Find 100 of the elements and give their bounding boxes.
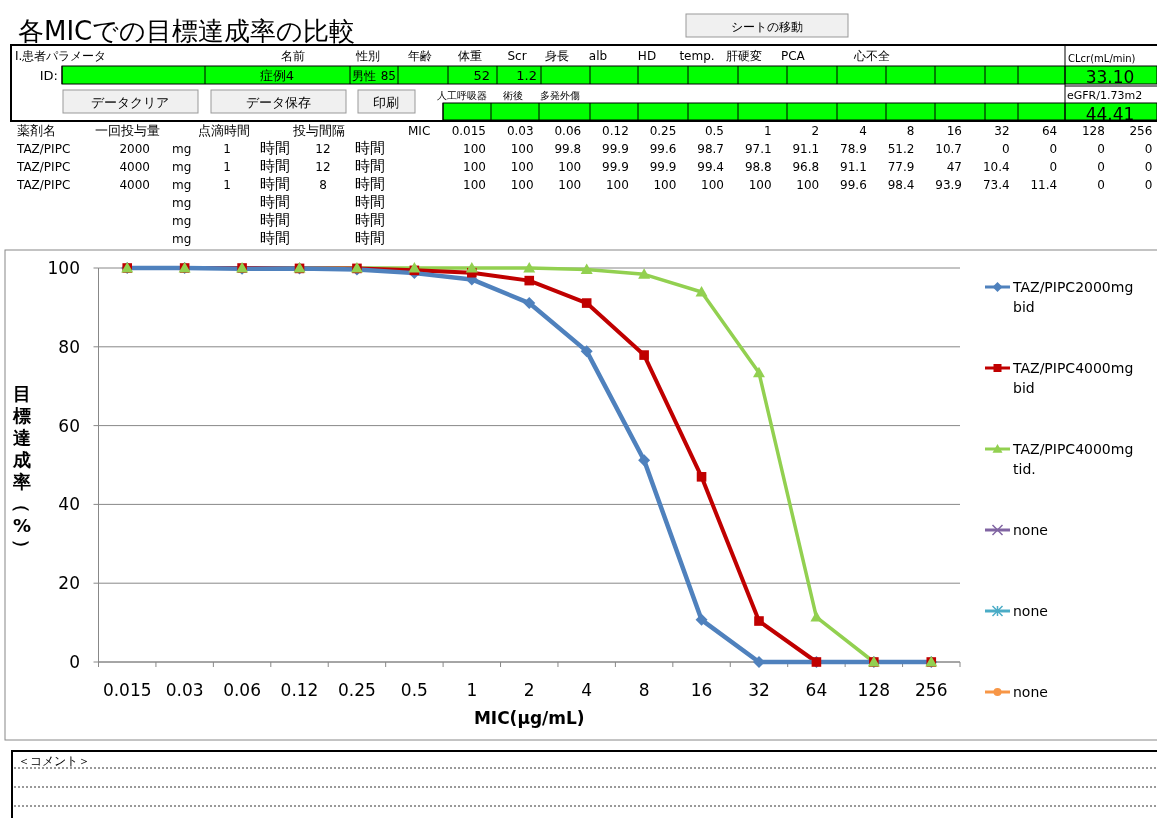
text: 時間: [260, 175, 290, 193]
text: 85: [380, 69, 396, 83]
text: 4000: [119, 160, 150, 174]
text: 100: [748, 178, 772, 192]
text: 0: [1097, 160, 1105, 174]
text: 1: [223, 178, 231, 192]
text: 0.03: [506, 124, 534, 138]
text: 33.10: [1085, 67, 1135, 87]
x-tick-label: 64: [805, 680, 828, 700]
text: 98.7: [697, 142, 724, 156]
text: 症例4: [259, 68, 295, 83]
text: 12: [315, 142, 331, 156]
text: 97.1: [744, 142, 772, 156]
text: CLcr(mL/min): [1068, 53, 1136, 64]
text: 男性: [352, 69, 376, 83]
text: mg: [172, 214, 192, 228]
text: 100: [796, 178, 820, 192]
text: PCA: [781, 49, 806, 63]
x-tick-label: 0.03: [165, 680, 204, 700]
text: 98.4: [887, 178, 915, 192]
y-tick-label: 80: [58, 336, 80, 357]
text: 0: [1097, 142, 1105, 156]
legend-label: TAZ/PIPC4000mg bid: [1012, 360, 1134, 396]
text: 8: [906, 124, 915, 138]
text: 100: [510, 160, 534, 174]
text: 0.25: [649, 124, 677, 138]
text: 0: [1001, 142, 1010, 156]
text: 99.6: [649, 142, 677, 156]
text: 47: [946, 160, 962, 174]
y-tick-label: 60: [58, 415, 80, 436]
text: 77.9: [887, 160, 915, 174]
text: 体重: [458, 49, 482, 63]
text: 1.2: [516, 68, 537, 83]
text: 時間: [260, 139, 290, 157]
text: 多発外傷: [540, 90, 580, 101]
text: 時間: [355, 139, 385, 157]
x-tick-label: 8: [638, 680, 650, 700]
text: I.患者パラメータ: [15, 49, 107, 63]
text: ＜コメント＞: [18, 754, 90, 768]
x-tick-label: 2: [523, 680, 535, 700]
text: 0.015: [451, 124, 486, 138]
text: 98.8: [744, 160, 772, 174]
text: 96.8: [792, 160, 820, 174]
text: 年齢: [408, 49, 432, 63]
text: データクリア: [91, 95, 169, 110]
text: 0: [1144, 178, 1153, 192]
text: 肝硬変: [726, 49, 762, 63]
text: 印刷: [373, 95, 399, 110]
text: 術後: [503, 90, 523, 101]
text: 100: [463, 142, 486, 156]
text: 128: [1081, 124, 1105, 138]
text: mg: [172, 142, 192, 156]
text: 91.1: [792, 142, 820, 156]
text: 32: [994, 124, 1010, 138]
text: データ保存: [245, 95, 311, 110]
text: 薬剤名: [17, 123, 56, 138]
text: HD: [637, 49, 657, 63]
text: 100: [510, 178, 534, 192]
text: 10.4: [982, 160, 1010, 174]
text: 100: [463, 178, 486, 192]
text: 1: [223, 142, 231, 156]
x-tick-label: 0.5: [400, 680, 428, 700]
text: MIC: [408, 124, 431, 138]
legend-label: none: [1013, 684, 1048, 700]
text: 身長: [545, 49, 569, 63]
text: eGFR/1.73m2: [1067, 89, 1143, 102]
text: 2: [811, 124, 820, 138]
x-axis-title: MIC(μg/mL): [473, 708, 585, 728]
y-tick-label: 0: [69, 652, 80, 672]
x-tick-label: 32: [748, 680, 770, 700]
text: 64: [1041, 124, 1058, 138]
text: 100: [558, 160, 582, 174]
text: 100: [653, 178, 677, 192]
text: 1: [223, 160, 231, 174]
legend-label: none: [1013, 522, 1048, 538]
text: mg: [172, 196, 192, 210]
text: 時間: [260, 211, 290, 229]
x-tick-label: 128: [857, 680, 891, 700]
text: 人工呼吸器: [437, 90, 487, 101]
legend-label: TAZ/PIPC4000mg tid.: [1012, 441, 1134, 477]
text: 0: [1097, 178, 1105, 192]
text: 52: [473, 68, 490, 83]
text: 78.9: [840, 142, 867, 156]
chart-title: 各MICでの目標達成率の比較: [18, 16, 356, 46]
text: 0: [1144, 142, 1153, 156]
text: mg: [172, 178, 192, 192]
text: 91.1: [840, 160, 867, 174]
text: 時間: [260, 193, 290, 211]
text: 93.9: [935, 178, 962, 192]
text: 時間: [355, 193, 385, 211]
text: 16: [946, 124, 962, 138]
text: 73.4: [982, 178, 1010, 192]
x-tick-label: 16: [690, 680, 713, 700]
text: 心不全: [853, 49, 890, 63]
text: TAZ/PIPC: [16, 160, 71, 174]
text: 0.12: [602, 124, 629, 138]
text: 時間: [260, 229, 290, 247]
text: 99.8: [554, 142, 582, 156]
text: 12: [315, 160, 331, 174]
text: 100: [510, 142, 534, 156]
